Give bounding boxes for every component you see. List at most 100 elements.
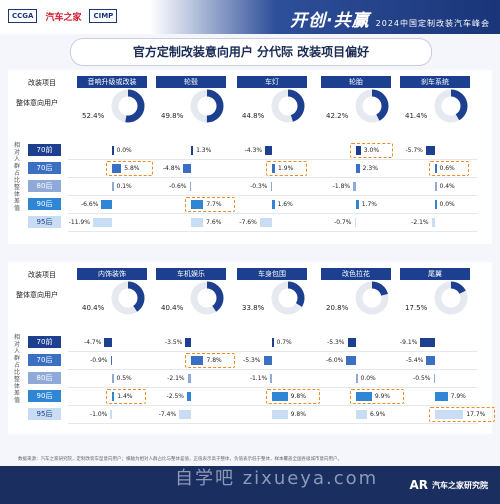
chart-panel-top: 改装项目 整体意向用户 相对人群占比整体差值 70前 70后 80后 90后 95后 音响升级或… bbox=[8, 70, 492, 244]
diff-bar bbox=[347, 337, 356, 347]
generation-label: 70前 bbox=[28, 144, 61, 156]
diff-bar bbox=[346, 355, 356, 365]
diff-value: -0.9% bbox=[90, 357, 108, 364]
diff-value: 0.0% bbox=[360, 375, 376, 382]
diff-bar bbox=[356, 199, 359, 209]
highlight-box bbox=[350, 143, 393, 158]
diff-value: -11.9% bbox=[68, 219, 90, 226]
diff-value: 1.9% bbox=[278, 165, 294, 172]
diff-bar bbox=[272, 391, 288, 401]
overall-donut bbox=[271, 89, 305, 123]
diff-value: 17.7% bbox=[466, 411, 486, 418]
row-separator bbox=[68, 423, 478, 424]
diff-value: -7.6% bbox=[239, 219, 257, 226]
overall-percent: 49.8% bbox=[161, 112, 184, 120]
overall-donut bbox=[434, 281, 468, 315]
project-label: 改装项目 bbox=[28, 79, 56, 87]
donut-arc bbox=[271, 281, 305, 315]
diff-bar bbox=[431, 217, 435, 227]
diff-value: 5.8% bbox=[124, 165, 140, 172]
diff-bar bbox=[354, 217, 356, 227]
diff-bar bbox=[191, 355, 204, 365]
footnote: 数据来源：汽车之家研究院，定制改装车型意向用户；横轴为相对人群占比与整体差值，正… bbox=[18, 457, 342, 462]
diff-bar bbox=[265, 145, 272, 155]
overall-donut bbox=[355, 89, 389, 123]
category-header: 改色拉花 bbox=[321, 268, 391, 280]
watermark: 自学吧 zixueya.com bbox=[175, 468, 379, 489]
diff-bar bbox=[356, 409, 368, 419]
brand-main: 开创·共赢 bbox=[290, 11, 370, 31]
diff-value: 0.4% bbox=[439, 183, 455, 190]
diff-value: 0.0% bbox=[116, 147, 132, 154]
donut-arc bbox=[355, 89, 389, 123]
diff-bar bbox=[435, 199, 437, 209]
overall-percent: 44.8% bbox=[242, 112, 265, 120]
diff-value: 3.0% bbox=[363, 147, 380, 154]
diff-bar bbox=[272, 409, 288, 419]
diff-bar bbox=[191, 199, 204, 209]
diff-bar bbox=[110, 355, 112, 365]
overall-percent: 17.5% bbox=[405, 304, 428, 312]
diff-bar bbox=[420, 337, 435, 347]
generation-label: 95后 bbox=[28, 408, 61, 420]
generation-label: 80后 bbox=[28, 372, 61, 384]
diff-value: -1.1% bbox=[249, 375, 268, 382]
diff-value: -5.3% bbox=[243, 357, 261, 364]
overall-donut bbox=[111, 281, 145, 315]
donut-arc bbox=[434, 281, 468, 315]
category-header: 车身包围 bbox=[237, 268, 307, 280]
diff-value: 1.4% bbox=[117, 393, 133, 400]
footer-bar bbox=[0, 466, 500, 504]
diff-value: -0.3% bbox=[250, 183, 268, 190]
vertical-axis-label: 相对人群占比整体差值 bbox=[13, 334, 20, 404]
highlight-box bbox=[429, 161, 469, 176]
category-header: 轮毂 bbox=[156, 76, 226, 88]
diff-bar bbox=[187, 373, 191, 383]
diff-bar bbox=[270, 181, 272, 191]
donut-arc bbox=[190, 281, 224, 315]
diff-value: 6.9% bbox=[370, 411, 386, 418]
brand-sub: 2024中国定制改装汽车峰会 bbox=[375, 19, 490, 28]
highlight-box bbox=[106, 389, 147, 404]
diff-bar bbox=[112, 391, 115, 401]
cimp-logo: CIMP bbox=[89, 9, 118, 23]
diff-value: 0.7% bbox=[276, 339, 292, 346]
row-separator bbox=[68, 159, 478, 160]
overall-percent: 42.2% bbox=[326, 112, 349, 120]
diff-bar bbox=[179, 409, 191, 419]
diff-bar bbox=[92, 217, 112, 227]
diff-bar bbox=[356, 391, 372, 401]
diff-value: -9.1% bbox=[400, 339, 418, 346]
diff-value: -6.6% bbox=[81, 201, 99, 208]
diff-bar bbox=[353, 181, 356, 191]
category-header: 车灯 bbox=[237, 76, 307, 88]
overall-donut bbox=[434, 89, 468, 123]
diff-value: 1.7% bbox=[361, 201, 377, 208]
category-header: 车机娱乐 bbox=[156, 268, 226, 280]
highlight-box bbox=[266, 389, 320, 404]
overall-donut bbox=[355, 281, 389, 315]
highlight-box bbox=[350, 389, 404, 404]
diff-bar bbox=[425, 145, 435, 155]
diff-value: 7.9% bbox=[450, 393, 466, 400]
ccga-logo: CCGA bbox=[8, 9, 38, 23]
row-separator bbox=[68, 369, 478, 370]
overall-label: 整体意向用户 bbox=[16, 99, 58, 107]
row-separator bbox=[68, 351, 478, 352]
diff-value: 9.9% bbox=[374, 393, 391, 400]
chart-panel-bottom: 改装项目 整体意向用户 相对人群占比整体差值 70前 70后 80后 90后 95后 内饰装饰 4… bbox=[8, 262, 496, 434]
diff-value: 0.5% bbox=[116, 375, 132, 382]
diff-bar bbox=[104, 337, 112, 347]
diff-bar bbox=[259, 217, 272, 227]
row-separator bbox=[68, 177, 478, 178]
row-separator bbox=[68, 387, 478, 388]
logo-group: CCGA 汽车之家 CIMP bbox=[8, 9, 118, 23]
diff-value: 9.8% bbox=[290, 411, 306, 418]
category-header: 内饰装饰 bbox=[77, 268, 147, 280]
diff-bar bbox=[435, 163, 437, 173]
diff-value: 2.3% bbox=[362, 165, 378, 172]
generation-label: 90后 bbox=[28, 390, 61, 402]
highlight-box bbox=[429, 407, 496, 422]
overall-percent: 40.4% bbox=[161, 304, 184, 312]
